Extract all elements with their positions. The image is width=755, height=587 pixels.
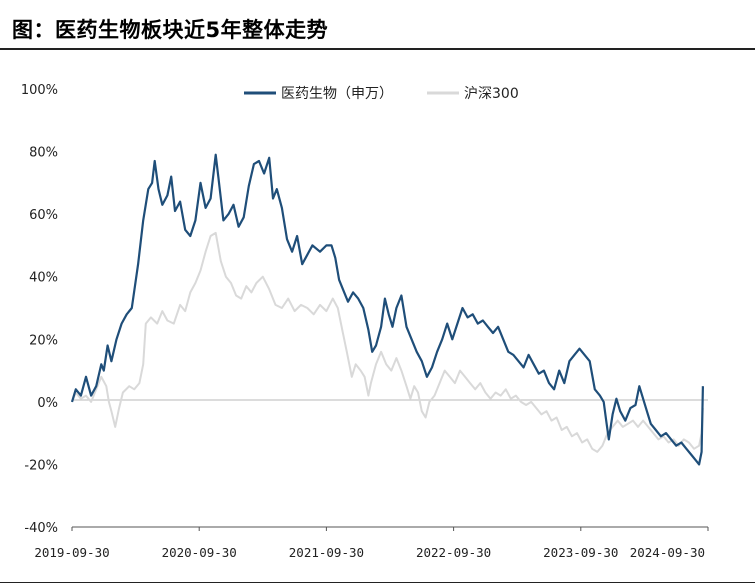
x-tick-label: 2019-09-30 [34,545,109,560]
legend-label-pharma: 医药生物（申万） [281,86,393,102]
legend-label-csi300: 沪深300 [464,86,519,102]
y-tick-label: 80% [29,146,58,161]
y-axis-ticks: -40% -20% 0% 20% 40% 60% 80% 100% [21,83,58,536]
y-tick-label: 20% [29,333,58,348]
y-tick-label: -20% [24,458,58,473]
y-tick-label: 40% [29,271,58,286]
series-layer [70,153,704,466]
figure-title: 图：医药生物板块近5年整体走势 [12,18,329,42]
y-tick-label: 0% [37,396,58,411]
x-tick-label: 2022-09-30 [416,545,491,560]
line-chart: 医药生物（申万） 沪深300 -40% -20% 0% 20% 40% 60% 80% 100… [21,83,709,560]
x-tick-label: 2024-09-30 [630,545,705,560]
bottom-rule [0,582,755,583]
y-tick-label: 60% [29,208,58,223]
x-tick-label: 2020-09-30 [162,545,237,560]
x-tick-label: 2023-09-30 [543,545,618,560]
series-line-csi300 [71,231,704,453]
x-axis-ticks: 2019-09-30 2020-09-30 2021-09-30 2022-09-30… [34,527,709,560]
x-tick-label: 2021-09-30 [289,545,364,560]
title-rule [0,48,755,50]
y-tick-label: -40% [24,521,58,536]
series-line-pharma [70,153,704,466]
y-tick-label: 100% [21,83,58,98]
legend: 医药生物（申万） 沪深300 [244,86,519,102]
